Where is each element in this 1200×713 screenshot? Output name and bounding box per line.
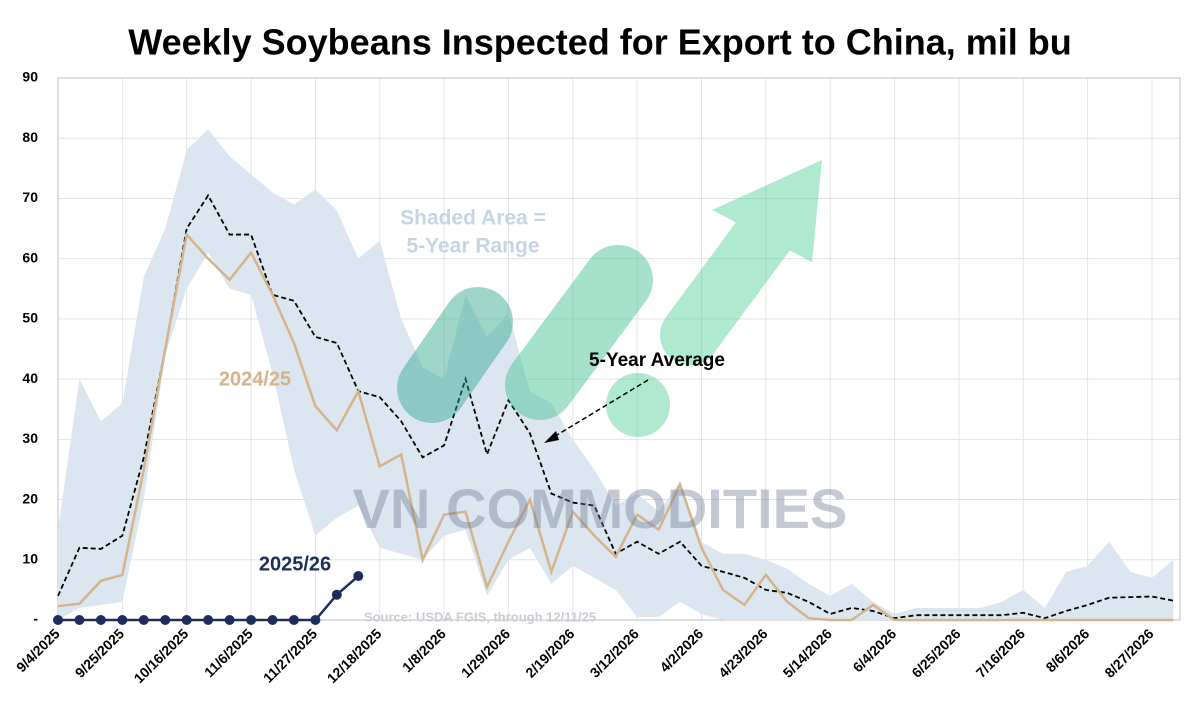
data-point	[181, 615, 192, 625]
decor-arrows	[397, 160, 822, 437]
annotation: Shaded Area =	[400, 207, 546, 230]
data-point	[53, 615, 63, 625]
data-point	[160, 615, 171, 625]
y-tick-label: 30	[22, 430, 38, 446]
data-point	[117, 615, 128, 625]
y-tick-label: 50	[22, 310, 38, 326]
x-tick-label: 6/4/2026	[849, 625, 899, 675]
plot	[53, 129, 1174, 625]
x-tick-label: 8/6/2026	[1042, 625, 1092, 675]
y-tick-label: 20	[22, 490, 38, 506]
decor-dot	[606, 373, 670, 437]
x-tick-label: 12/18/2025	[324, 625, 385, 686]
decor-arrowhead	[712, 160, 822, 262]
plot-border	[57, 77, 1181, 621]
y-tick-label: 60	[22, 249, 38, 265]
series-line	[57, 193, 1174, 620]
y-tick-label: 70	[22, 189, 38, 205]
x-tick-label: 2/19/2026	[522, 625, 578, 681]
x-tick-label: 11/6/2025	[201, 625, 256, 680]
x-tick-label: 1/8/2026	[399, 625, 449, 675]
x-tick-label: 1/29/2026	[458, 625, 514, 681]
data-point	[203, 615, 214, 625]
annotation: 5-Year Range	[406, 235, 539, 258]
data-point	[74, 615, 85, 625]
x-tick-label: 3/12/2026	[587, 625, 643, 681]
x-tick-label: 7/16/2026	[973, 625, 1029, 681]
x-tick-label: 8/27/2026	[1101, 625, 1157, 681]
x-tick-label: 10/16/2025	[131, 625, 192, 686]
data-point	[267, 615, 278, 625]
chart-title: Weekly Soybeans Inspected for Export to …	[128, 22, 1072, 63]
series-line	[57, 231, 1174, 622]
x-tick-label: 4/23/2026	[715, 625, 771, 681]
data-point	[331, 589, 342, 600]
x-tick-label: 5/14/2026	[780, 625, 836, 681]
y-tick-label: 90	[22, 69, 38, 85]
source: Source: USDA FGIS, through 12/11/25	[364, 609, 596, 624]
series-label: 5-Year Average	[589, 350, 725, 371]
y-tick-label: 80	[22, 129, 38, 145]
x-tick-label: 6/25/2026	[908, 625, 964, 681]
watermark: VN COMMODITIES	[353, 477, 848, 540]
y-tick-label: -	[33, 611, 38, 627]
data-point	[224, 615, 235, 625]
x-tick-label: 11/27/2025	[260, 625, 320, 685]
x-tick-label: 9/25/2025	[72, 625, 128, 681]
range-area	[58, 129, 1174, 620]
data-point	[310, 615, 321, 625]
decor-bar	[397, 287, 513, 423]
data-point	[95, 615, 106, 625]
y-tick-label: 40	[22, 370, 38, 386]
data-point	[246, 615, 257, 625]
series-label: 2025/26	[259, 553, 331, 575]
data-point	[353, 571, 364, 582]
y-tick-label: 10	[22, 550, 38, 566]
x-tick-label: 4/2/2026	[656, 625, 706, 675]
series-label: 2024/25	[219, 368, 291, 390]
decor-bar	[660, 190, 805, 365]
decor-bar	[505, 245, 653, 420]
annotation-arrowhead	[544, 431, 559, 443]
x-tick-label: 9/4/2025	[13, 625, 63, 675]
data-point	[138, 615, 149, 625]
annotation-arrow	[551, 379, 649, 439]
data-point	[288, 615, 299, 625]
